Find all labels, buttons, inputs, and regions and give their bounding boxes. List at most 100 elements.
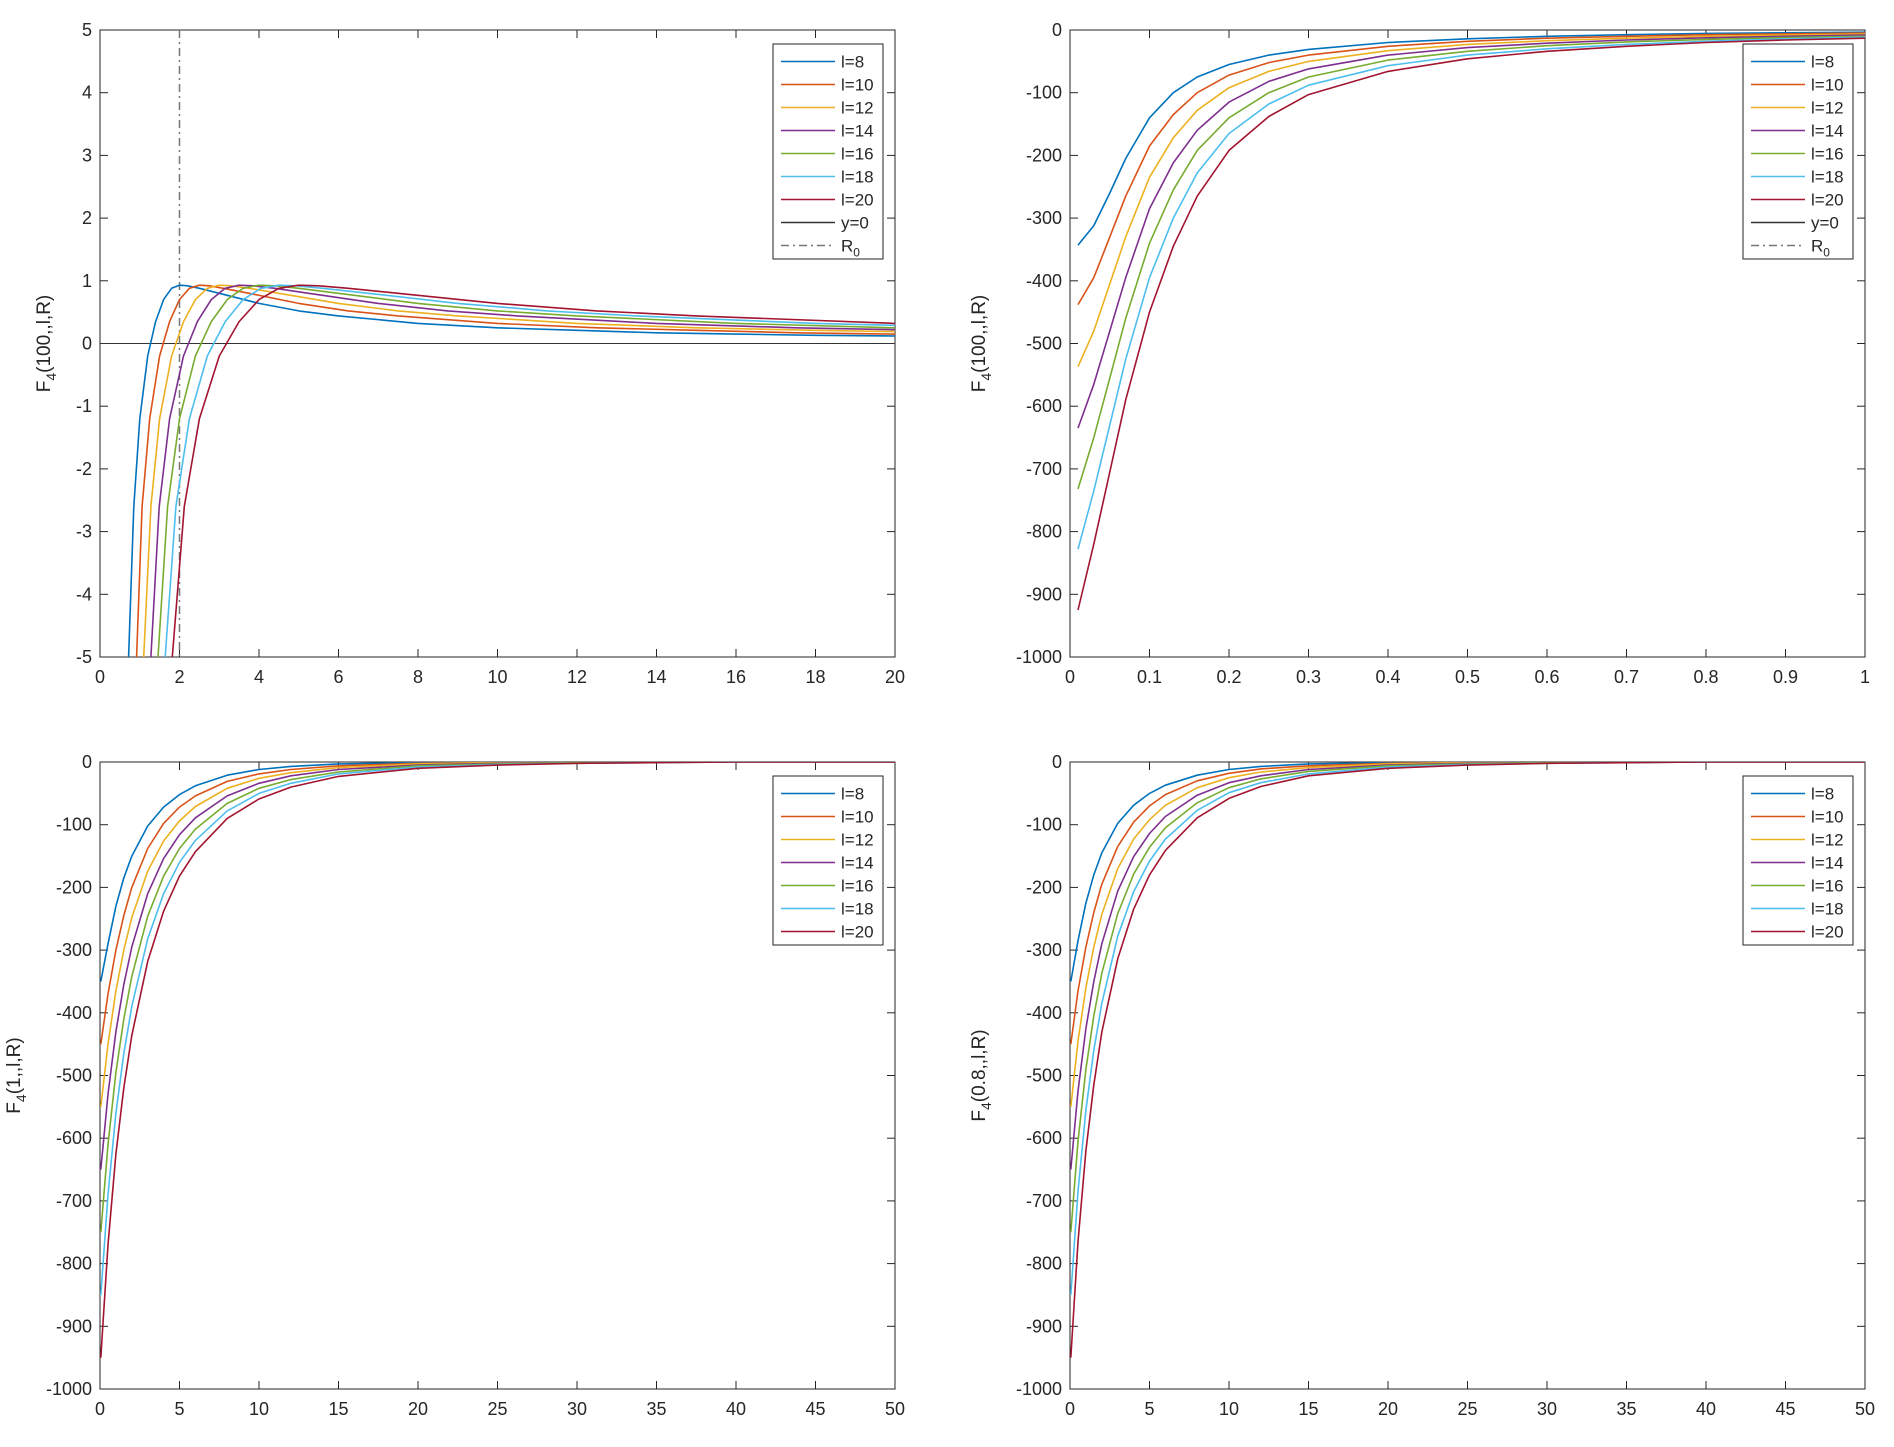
x-tick-label: 10 (249, 1399, 269, 1419)
x-tick-label: 12 (567, 667, 587, 687)
chart-panel-4: 0 5 10 15 20 25 30 35 40 45 50-1000-900-800-700-60… (969, 752, 1875, 1419)
x-tick-label: 0.1 (1137, 667, 1162, 687)
x-tick-label: 15 (1298, 1399, 1318, 1419)
y-tick-label: -200 (1026, 877, 1062, 897)
x-tick-label: 15 (328, 1399, 348, 1419)
y-tick-label: -900 (1026, 1316, 1062, 1336)
y-axis-label-args: (0.8,,l,R) (969, 1029, 990, 1102)
y-tick-label: -100 (1026, 815, 1062, 835)
plot-lines (100, 30, 895, 657)
y-tick-label: -200 (56, 877, 92, 897)
x-tick-label: 4 (254, 667, 264, 687)
x-tick-label: 18 (805, 667, 825, 687)
legend-label: l=10 (1811, 76, 1844, 95)
y-tick-label: 1 (82, 271, 92, 291)
plot-lines (100, 762, 895, 1358)
x-tick-label: 35 (646, 1399, 666, 1419)
y-axis-label-sub: 4 (43, 373, 59, 381)
legend-label: l=8 (841, 53, 864, 72)
y-axis-label-main: F (4, 1102, 25, 1114)
y-axis-label: F4(100,,l,R) (34, 295, 59, 393)
x-tick-label: 20 (408, 1399, 428, 1419)
chart-panel-3: 0 5 10 15 20 25 30 35 40 45 50-1000-900-800-700-60… (4, 752, 905, 1419)
legend-label: y=0 (841, 214, 869, 233)
series-line-l-20 (1070, 762, 1865, 1358)
legend-label: l=16 (1811, 877, 1844, 896)
y-tick-label: -1000 (1016, 1379, 1062, 1399)
legend-label-main: R (841, 237, 853, 256)
y-tick-label: -2 (76, 459, 92, 479)
legend-label: l=8 (841, 785, 864, 804)
y-axis-label: F4(100,,l,R) (969, 295, 994, 393)
legend-label: l=12 (841, 831, 874, 850)
x-tick-label: 6 (333, 667, 343, 687)
y-tick-label: 3 (82, 145, 92, 165)
legend-label: R0 (841, 237, 860, 260)
x-tick-label: 45 (1775, 1399, 1795, 1419)
y-tick-label: -3 (76, 522, 92, 542)
x-tick-label: 0.7 (1614, 667, 1639, 687)
x-tick-label: 0.6 (1534, 667, 1559, 687)
series-line-l-8 (100, 762, 895, 982)
y-tick-label: 5 (82, 20, 92, 40)
legend-label: l=8 (1811, 53, 1834, 72)
y-tick-label: -700 (1026, 1191, 1062, 1211)
series-line-l-16 (1077, 35, 1865, 490)
legend-label: R0 (1811, 237, 1830, 260)
y-axis-label: F4(0.8,,l,R) (969, 1029, 994, 1121)
x-tick-label: 50 (885, 1399, 905, 1419)
legend-label: l=16 (841, 145, 874, 164)
legend-label: l=16 (841, 877, 874, 896)
y-tick-label: -900 (1026, 584, 1062, 604)
y-tick-label: -1 (76, 396, 92, 416)
legend-label: l=16 (1811, 145, 1844, 164)
x-tick-label: 5 (174, 1399, 184, 1419)
y-tick-label: -400 (1026, 1003, 1062, 1023)
y-tick-label: -100 (56, 815, 92, 835)
series-line-l-20 (171, 284, 895, 657)
y-tick-label: 0 (1052, 752, 1062, 772)
x-tick-label: 25 (487, 1399, 507, 1419)
legend-label: l=12 (841, 99, 874, 118)
y-tick-label: -700 (56, 1191, 92, 1211)
x-tick-label: 45 (805, 1399, 825, 1419)
y-tick-label: -300 (56, 940, 92, 960)
legend-label-sub: 0 (1823, 246, 1830, 260)
x-tick-label: 0 (1065, 1399, 1075, 1419)
y-tick-label: 2 (82, 208, 92, 228)
x-tick-label: 50 (1855, 1399, 1875, 1419)
legend: l=8 l=10 l=12 l=14 l=16 l=18 l=20 y=0 R0 (1742, 43, 1854, 260)
legend-label: l=20 (1811, 191, 1844, 210)
y-tick-label: -700 (1026, 459, 1062, 479)
series-line-l-18 (1077, 36, 1865, 550)
x-tick-label: 10 (487, 667, 507, 687)
legend-label: l=20 (1811, 923, 1844, 942)
legend-box (772, 775, 884, 946)
legend-label: l=14 (1811, 854, 1844, 873)
plot-area (1069, 761, 1866, 1390)
y-axis-label-main: F (969, 1110, 990, 1122)
legend: l=8 l=10 l=12 l=14 l=16 l=18 l=20 (1742, 775, 1854, 946)
x-tick-label: 40 (1696, 1399, 1716, 1419)
y-tick-label: 0 (82, 334, 92, 354)
y-tick-label: 4 (82, 83, 92, 103)
chart-panel-2: 0 0.1 0.2 0.3 0.4 0.5 0.6 0.7 0.8 0.9 1-1000-900-8… (969, 20, 1870, 687)
x-tick-label: 0.3 (1296, 667, 1321, 687)
y-tick-label: -400 (1026, 271, 1062, 291)
legend-label: l=18 (1811, 900, 1844, 919)
y-tick-label: -200 (1026, 145, 1062, 165)
x-tick-label: 0 (1065, 667, 1075, 687)
legend-label: l=12 (1811, 99, 1844, 118)
x-tick-label: 0.4 (1375, 667, 1400, 687)
x-tick-label: 0.2 (1216, 667, 1241, 687)
series-line-l-12 (142, 284, 895, 657)
y-tick-label: -300 (1026, 940, 1062, 960)
series-line-l-18 (164, 284, 895, 657)
x-tick-label: 0 (95, 667, 105, 687)
y-axis-label-main: F (34, 381, 55, 393)
legend-box (1742, 775, 1854, 946)
x-tick-label: 1 (1860, 667, 1870, 687)
legend-label: l=20 (841, 191, 874, 210)
